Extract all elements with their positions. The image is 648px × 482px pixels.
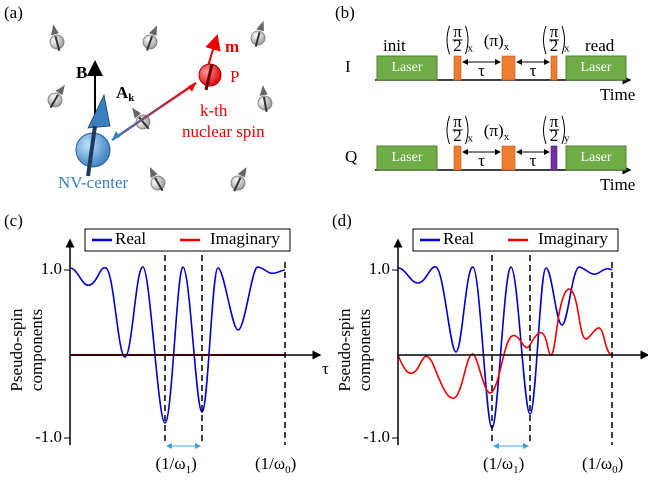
label-text: (1/ω xyxy=(582,454,612,473)
label-text: ) xyxy=(291,454,297,473)
legend-label: Imaginary xyxy=(210,229,280,248)
panel-label: (c) xyxy=(4,211,23,230)
label-sub: x xyxy=(504,131,510,143)
panel-d: (d)τ1.0-1.0Pseudo-spincomponentsRealImag… xyxy=(332,211,648,476)
label: (π)x xyxy=(484,31,510,53)
legend-label: Real xyxy=(115,229,146,248)
row-label: Q xyxy=(345,147,357,166)
label: (1/ω0) xyxy=(255,454,296,476)
y-tick-label: -1.0 xyxy=(35,427,62,446)
coupling-label: Ak xyxy=(116,83,135,104)
y-tick-label: 1.0 xyxy=(41,259,62,278)
y-axis-label: components xyxy=(27,309,46,391)
init-label: init xyxy=(383,36,406,55)
panel-label: (a) xyxy=(4,3,23,22)
label-text: ) xyxy=(519,454,525,473)
laser-label: Laser xyxy=(391,150,422,165)
y-tick-label: 1.0 xyxy=(369,259,390,278)
label-text: (1/ω xyxy=(255,454,285,473)
nuclear-label: nuclear spin xyxy=(182,122,265,141)
y-axis-label: Pseudo-spin xyxy=(335,308,354,392)
y-axis-label: Pseudo-spin xyxy=(7,308,26,392)
panel-a: (a) B Ak m P k-th nuclear spin NV-center xyxy=(4,3,273,194)
frac-den: 2 xyxy=(550,36,559,55)
time-label: Time xyxy=(600,175,635,194)
nv-label: NV-center xyxy=(58,173,129,192)
x-axis-label: τ xyxy=(322,359,329,378)
mw-pulse xyxy=(502,56,515,80)
panel-label: (b) xyxy=(335,3,355,22)
target-label: P xyxy=(230,67,239,86)
pulse-sub: x xyxy=(468,43,474,55)
laser-label: Laser xyxy=(580,60,611,75)
mw-pulse xyxy=(551,146,557,170)
tau-label: τ xyxy=(478,61,485,80)
label-sub: x xyxy=(504,41,510,53)
label: (1/ω0) xyxy=(582,454,623,476)
label-text: (π) xyxy=(484,121,504,140)
tau-label: τ xyxy=(530,151,537,170)
mw-pulse xyxy=(502,146,515,170)
nuclear-spin xyxy=(199,36,221,90)
panel-label: (d) xyxy=(332,211,352,230)
legend-label: Real xyxy=(443,229,474,248)
figure: (a) B Ak m P k-th nuclear spin NV-center… xyxy=(0,0,648,482)
field-label: B xyxy=(76,63,87,82)
frac-den: 2 xyxy=(550,126,559,145)
label: (π)x xyxy=(484,121,510,143)
label: (1/ω1) xyxy=(483,454,524,476)
label-text: (1/ω xyxy=(483,454,513,473)
label-text: ) xyxy=(618,454,624,473)
frac-den: 2 xyxy=(453,126,462,145)
label-text: (π) xyxy=(484,31,504,50)
moment-label: m xyxy=(225,37,239,56)
label-text: (1/ω xyxy=(156,454,186,473)
mw-pulse xyxy=(454,56,461,80)
tau-label: τ xyxy=(530,61,537,80)
mw-pulse xyxy=(454,146,461,170)
mw-pulse xyxy=(551,56,557,80)
real-curve xyxy=(398,267,612,428)
pulse-sub: x xyxy=(468,133,474,145)
tau-label: τ xyxy=(478,151,485,170)
nv-spin xyxy=(76,95,110,176)
y-axis-label: components xyxy=(355,309,374,391)
pulse-sub: y xyxy=(564,133,570,145)
laser-label: Laser xyxy=(391,60,422,75)
label: (1/ω1) xyxy=(156,454,197,476)
laser-label: Laser xyxy=(580,150,611,165)
frac-den: 2 xyxy=(453,36,462,55)
nuclear-label: k-th xyxy=(200,101,228,120)
y-tick-label: -1.0 xyxy=(363,427,390,446)
label-text: ) xyxy=(191,454,197,473)
read-label: read xyxy=(585,36,615,55)
row-label: I xyxy=(345,57,351,76)
pulse-sub: x xyxy=(564,43,570,55)
time-label: Time xyxy=(600,85,635,104)
real-curve xyxy=(70,267,285,423)
legend-label: Imaginary xyxy=(538,229,608,248)
